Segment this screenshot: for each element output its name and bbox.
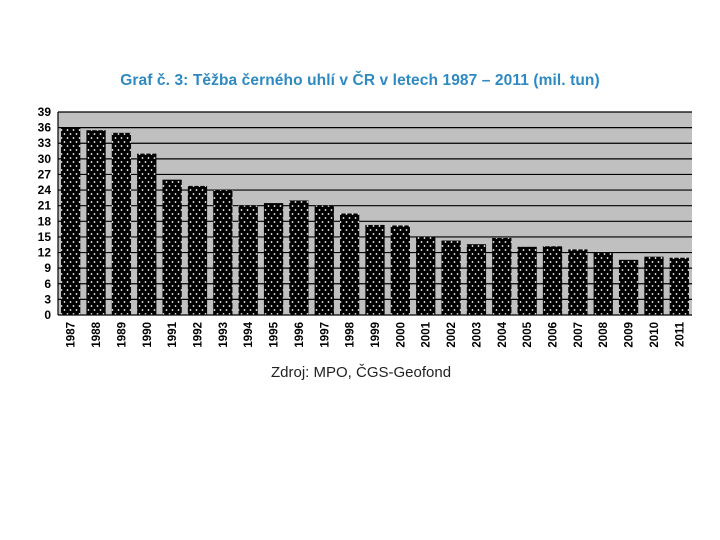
bar-2003 [466, 244, 487, 315]
y-tick-label: 3 [44, 292, 51, 306]
bar-2007 [568, 249, 588, 315]
bar-2002 [441, 240, 461, 315]
bar-1994 [238, 205, 258, 315]
bar-1993 [213, 190, 233, 315]
x-tick-label: 2002 [446, 322, 458, 348]
x-tick-label: 1992 [192, 322, 204, 348]
x-tick-label: 2005 [522, 321, 534, 347]
x-tick-label: 1993 [218, 322, 230, 348]
bar-2004 [492, 237, 512, 315]
y-tick-label: 6 [44, 277, 51, 291]
y-tick-label: 30 [38, 152, 52, 166]
x-tick-label: 1996 [294, 322, 306, 348]
bar-2006 [542, 246, 563, 315]
bar-1996 [289, 200, 309, 315]
y-tick-label: 24 [38, 183, 52, 197]
chart-title: Graf č. 3: Těžba černého uhlí v ČR v let… [120, 72, 600, 89]
bar-2009 [618, 259, 639, 315]
x-tick-label: 2004 [497, 321, 509, 347]
bar-2011 [669, 257, 689, 315]
y-tick-label: 21 [38, 199, 52, 213]
y-tick-label: 36 [38, 121, 52, 135]
bar-1995 [263, 203, 284, 315]
x-tick-label: 1990 [142, 322, 154, 348]
y-tick-label: 12 [38, 246, 52, 260]
bar-1999 [365, 224, 385, 315]
bar-2005 [517, 246, 537, 315]
bar-1989 [111, 132, 132, 315]
x-tick-label: 1995 [269, 321, 281, 347]
y-tick-label: 27 [38, 167, 52, 181]
y-tick-label: 9 [44, 261, 51, 275]
x-tick-label: 1997 [319, 322, 331, 348]
y-tick-label: 39 [38, 105, 52, 119]
x-tick-label: 2010 [649, 322, 661, 348]
x-tick-label: 1991 [167, 321, 179, 347]
y-tick-label: 33 [38, 136, 52, 150]
x-tick-label: 1999 [370, 322, 382, 348]
x-tick-labels: 1987 1988 1989 1990 1991 1992 1993 1994 1995 1996… [66, 321, 687, 347]
bar-2001 [416, 236, 436, 315]
bars [61, 127, 689, 316]
bar-1988 [86, 130, 106, 315]
bar-1998 [340, 213, 360, 315]
source-note: Zdroj: MPO, ČGS-Geofond [271, 364, 452, 381]
bar-1992 [187, 185, 208, 315]
y-tick-label: 15 [38, 230, 52, 244]
bar-2010 [644, 256, 664, 315]
x-tick-label: 1988 [91, 321, 103, 347]
x-tick-label: 1989 [116, 322, 128, 348]
y-tick-label: 18 [38, 214, 52, 228]
bar-1991 [162, 179, 182, 315]
x-tick-label: 1998 [345, 321, 357, 347]
x-tick-label: 1987 [66, 322, 78, 348]
x-tick-label: 2003 [471, 322, 483, 348]
x-tick-label: 2000 [395, 322, 407, 348]
y-tick-label: 0 [44, 308, 51, 322]
bar-1987 [61, 127, 81, 316]
bar-1990 [137, 153, 157, 315]
x-tick-label: 1994 [243, 321, 255, 347]
x-tick-label: 2009 [624, 322, 636, 348]
x-tick-label: 2006 [548, 322, 560, 348]
x-tick-label: 2007 [573, 322, 585, 348]
bar-2008 [593, 252, 613, 315]
x-tick-label: 2001 [421, 321, 433, 347]
x-tick-label: 2011 [674, 321, 686, 347]
bar-2000 [390, 225, 410, 315]
bar-1997 [314, 205, 334, 315]
x-tick-label: 2008 [598, 321, 610, 347]
